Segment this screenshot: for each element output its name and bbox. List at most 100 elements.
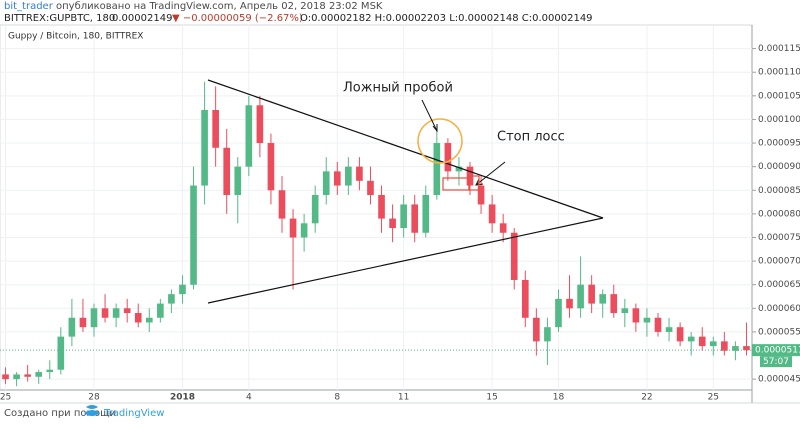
candle-body (433, 143, 441, 195)
price-tag: 0.0000511457:07 (0, 344, 800, 368)
candle-body (632, 308, 640, 323)
candle-body (356, 166, 363, 181)
candle-body (488, 204, 496, 224)
candle-body (665, 327, 673, 332)
x-tick-label: 25 (0, 393, 11, 403)
candle-body (90, 308, 98, 328)
candle-body (499, 223, 507, 233)
candle-body (588, 284, 595, 304)
candle-body (322, 171, 330, 195)
candle-body (245, 105, 253, 167)
drawings (207, 79, 604, 304)
y-tick-label: 0.00009500 (758, 139, 800, 149)
candle-body (179, 284, 186, 295)
footer-brand[interactable]: TradingView (103, 408, 164, 419)
countdown-label: 57:07 (763, 357, 789, 367)
x-tick-label: 4 (246, 393, 252, 403)
candle-body (300, 223, 308, 238)
candle-body (687, 336, 695, 342)
candle-body (709, 341, 717, 347)
annotation: Ложный пробой (343, 81, 453, 96)
y-tick-label: 0.00009000 (758, 162, 800, 172)
y-tick-label: 0.00006500 (758, 280, 800, 290)
symbol: BITTREX:GUPBTC, 180 (4, 13, 115, 24)
y-tick-label: 0.00006000 (758, 304, 800, 314)
candle-body (721, 341, 728, 351)
candle-body (79, 317, 87, 328)
published: опубликовано на TradingView.com, Апрель … (56, 1, 383, 12)
y-tick-label: 0.00011000 (758, 68, 800, 78)
candle-body (333, 171, 341, 186)
candle-body (35, 372, 43, 377)
candle-body (676, 327, 684, 342)
highlight-circle (417, 118, 463, 164)
candle-body (101, 308, 109, 318)
price-tag-label: 0.00005114 (755, 346, 800, 356)
candle-body (367, 180, 374, 195)
author[interactable]: bit_trader (4, 1, 54, 12)
price: 0.00002149 (112, 13, 172, 24)
y-tick-label: 0.00008500 (758, 186, 800, 196)
candle-body (599, 294, 607, 304)
x-tick-label: 11 (398, 393, 409, 403)
y-tick-label: 0.00007000 (758, 257, 800, 267)
candle-body (411, 204, 419, 233)
candle-body (123, 308, 131, 314)
candle-body (732, 346, 739, 351)
candle-body (190, 185, 197, 285)
candle-body (422, 194, 430, 233)
candle-body (212, 109, 219, 148)
stop-box (468, 175, 480, 191)
x-tick-label: 15 (486, 393, 497, 403)
y-tick-label: 0.00008000 (758, 209, 800, 219)
candle-body (743, 346, 750, 351)
candle-body (256, 105, 264, 144)
candle-body (13, 374, 20, 380)
y-tick-label: 0.00010500 (758, 91, 800, 101)
x-tick-label: 28 (88, 393, 100, 403)
x-tick-label: 18 (553, 393, 565, 403)
candle-body (223, 147, 231, 195)
logo-icon (84, 405, 100, 416)
candle-body (521, 279, 529, 318)
candle-body (112, 308, 120, 318)
candle-body (278, 190, 286, 219)
candle-body (234, 166, 242, 195)
chart-title: Guppy / Bitcoin, 180, BITTREX (8, 32, 143, 42)
arrow-head (432, 124, 438, 133)
candle-body (444, 143, 452, 172)
candle-body (400, 204, 407, 229)
candle-body (533, 317, 540, 342)
candle-body (57, 336, 65, 370)
candle-body (267, 143, 275, 191)
arrow (475, 161, 506, 186)
candle-body (698, 336, 706, 347)
candle-body (345, 166, 352, 186)
y-tick-label: 0.00011500 (758, 44, 800, 54)
candle-body (24, 374, 31, 377)
candle-body (68, 317, 76, 337)
candle-body (455, 166, 463, 172)
y-tick-label: 0.00007500 (758, 233, 800, 243)
y-tick-label: 0.00010000 (758, 115, 800, 125)
x-tick-label: 22 (641, 393, 652, 403)
candle-body (201, 109, 208, 186)
candle-body (555, 298, 562, 328)
candle-body (145, 317, 153, 323)
candle-body (168, 294, 175, 304)
x-tick-label: 2018 (170, 393, 195, 403)
candle-body (2, 374, 9, 380)
candle-body (544, 327, 551, 342)
arrow (421, 99, 438, 132)
trend-line (207, 217, 604, 304)
candle-body (621, 308, 629, 314)
trend-line (207, 79, 604, 219)
candle-body (477, 185, 485, 205)
candle-body (654, 317, 662, 332)
candle-body (610, 294, 618, 314)
arrow-head (475, 178, 484, 186)
y-tick-label: 0.00005500 (758, 327, 800, 337)
candle-body (378, 194, 385, 219)
